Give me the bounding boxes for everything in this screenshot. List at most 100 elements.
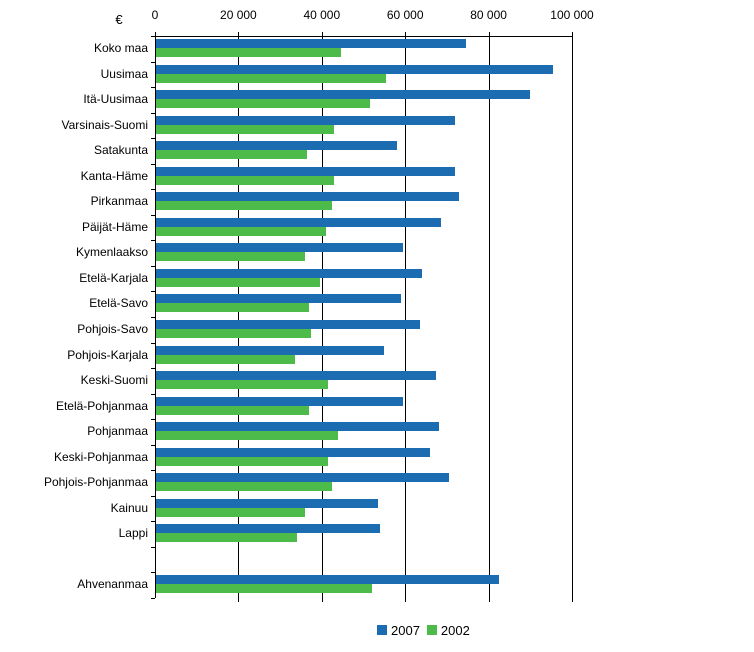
bar-2007-koko-maa xyxy=(156,39,466,48)
category-label-kymenlaakso: Kymenlaakso xyxy=(75,245,148,260)
y-tick-mark xyxy=(151,445,155,446)
y-axis-line xyxy=(155,36,156,598)
plot-top-border xyxy=(155,36,572,37)
x-tick-label: 20 000 xyxy=(220,8,257,22)
bar-2007-etelä-karjala xyxy=(156,268,422,278)
bar-2007-pohjois-savo xyxy=(156,320,420,329)
x-tick-label: 80 000 xyxy=(470,8,507,22)
bar-2002-etelä-savo xyxy=(156,303,309,313)
gridline xyxy=(405,36,407,602)
bar-2007-pirkanmaa xyxy=(156,192,459,202)
y-tick-mark xyxy=(151,343,155,344)
x-tick-mark-top xyxy=(321,32,323,36)
gridline xyxy=(321,36,323,602)
bar-2007-kanta-häme xyxy=(156,166,455,176)
legend-item-2007: 2007 xyxy=(377,623,420,638)
y-tick-mark xyxy=(151,547,155,548)
category-label-pohjois-karjala: Pohjois-Karjala xyxy=(67,347,148,362)
y-tick-mark xyxy=(151,164,155,165)
category-label-pohjois-pohjanmaa: Pohjois-Pohjanmaa xyxy=(43,475,148,490)
y-tick-mark xyxy=(151,470,155,471)
category-label-päijät-häme: Päijät-Häme xyxy=(81,219,148,234)
bar-2002-pohjanmaa xyxy=(156,431,338,441)
bar-2002-ahvenanmaa xyxy=(156,584,372,594)
bar-2002-keski-suomi xyxy=(156,380,328,390)
gridline xyxy=(572,36,573,602)
y-tick-mark xyxy=(151,113,155,114)
category-label-pohjois-savo: Pohjois-Savo xyxy=(77,322,148,336)
category-label-lappi: Lappi xyxy=(118,526,148,541)
legend-label-2007: 2007 xyxy=(391,622,420,638)
bar-2007-etelä-pohjanmaa xyxy=(156,396,403,406)
bar-2002-pohjois-pohjanmaa xyxy=(156,482,332,492)
category-label-keski-pohjanmaa: Keski-Pohjanmaa xyxy=(53,449,148,464)
bar-2002-koko-maa xyxy=(156,48,341,57)
x-tick-mark-top xyxy=(155,32,156,36)
y-tick-mark xyxy=(151,62,155,63)
y-tick-mark xyxy=(151,317,155,318)
y-tick-mark xyxy=(151,572,155,573)
y-tick-mark xyxy=(151,266,155,267)
bar-2007-uusimaa xyxy=(156,64,553,74)
category-label-pohjanmaa: Pohjanmaa xyxy=(87,424,148,439)
bar-2002-keski-pohjanmaa xyxy=(156,456,328,466)
category-label-varsinais-suomi: Varsinais-Suomi xyxy=(61,117,148,132)
category-label-pirkanmaa: Pirkanmaa xyxy=(90,194,148,209)
category-label-keski-suomi: Keski-Suomi xyxy=(80,373,148,388)
category-label-satakunta: Satakunta xyxy=(93,143,148,158)
bar-2002-kymenlaakso xyxy=(156,252,305,262)
y-tick-mark xyxy=(151,291,155,292)
bar-2007-pohjanmaa xyxy=(156,422,439,432)
bar-2007-kainuu xyxy=(156,498,378,508)
bar-2002-etelä-pohjanmaa xyxy=(156,405,309,415)
x-tick-label: 100 000 xyxy=(550,8,594,22)
bar-2007-pohjois-karjala xyxy=(156,345,384,355)
legend-swatch-2007 xyxy=(377,625,387,635)
category-label-koko-maa: Koko maa xyxy=(93,41,148,55)
bar-2002-pohjois-karjala xyxy=(156,354,295,364)
y-tick-mark xyxy=(151,36,155,37)
bar-2002-etelä-karjala xyxy=(156,277,320,287)
y-tick-mark xyxy=(151,240,155,241)
x-tick-mark-top xyxy=(572,32,573,36)
category-label-etelä-karjala: Etelä-Karjala xyxy=(79,270,148,285)
bar-2007-päijät-häme xyxy=(156,217,441,227)
bar-2002-satakunta xyxy=(156,150,307,160)
x-tick-mark-top xyxy=(405,32,407,36)
chart-legend: 2007 2002 xyxy=(377,622,470,638)
legend-swatch-2002 xyxy=(426,625,437,635)
bar-2002-pirkanmaa xyxy=(156,201,332,211)
bar-2007-lappi xyxy=(156,524,380,534)
bar-2007-varsinais-suomi xyxy=(156,115,455,125)
legend-item-2002: 2002 xyxy=(426,622,470,638)
euro-axis-unit-label: € xyxy=(115,12,123,27)
y-tick-mark xyxy=(151,496,155,497)
bar-2007-keski-pohjanmaa xyxy=(156,447,430,457)
legend-label-2002: 2002 xyxy=(440,622,470,638)
bar-2007-keski-suomi xyxy=(156,371,436,381)
y-tick-mark xyxy=(151,215,155,216)
category-label-uusimaa: Uusimaa xyxy=(100,66,148,81)
y-tick-mark xyxy=(151,598,155,599)
x-tick-mark-top xyxy=(238,32,240,36)
bar-2002-kanta-häme xyxy=(156,175,334,185)
x-tick-label: 60 000 xyxy=(386,8,424,22)
category-label-kanta-häme: Kanta-Häme xyxy=(80,168,148,183)
bar-2002-kainuu xyxy=(156,507,305,517)
y-tick-mark xyxy=(151,87,155,88)
x-tick-label: 40 000 xyxy=(303,8,341,22)
y-tick-mark xyxy=(151,189,155,190)
bar-2002-lappi xyxy=(156,533,297,543)
category-label-etelä-savo: Etelä-Savo xyxy=(89,296,148,311)
bar-2002-varsinais-suomi xyxy=(156,124,334,134)
bar-2007-itä-uusimaa xyxy=(156,90,530,100)
category-label-itä-uusimaa: Itä-Uusimaa xyxy=(83,92,148,107)
bar-2002-uusimaa xyxy=(156,73,386,83)
bar-2007-etelä-savo xyxy=(156,294,401,304)
y-tick-mark xyxy=(151,419,155,420)
bar-2002-pohjois-savo xyxy=(156,329,311,338)
bar-2007-kymenlaakso xyxy=(156,243,403,253)
gridline xyxy=(488,36,490,602)
category-label-etelä-pohjanmaa: Etelä-Pohjanmaa xyxy=(55,398,148,413)
